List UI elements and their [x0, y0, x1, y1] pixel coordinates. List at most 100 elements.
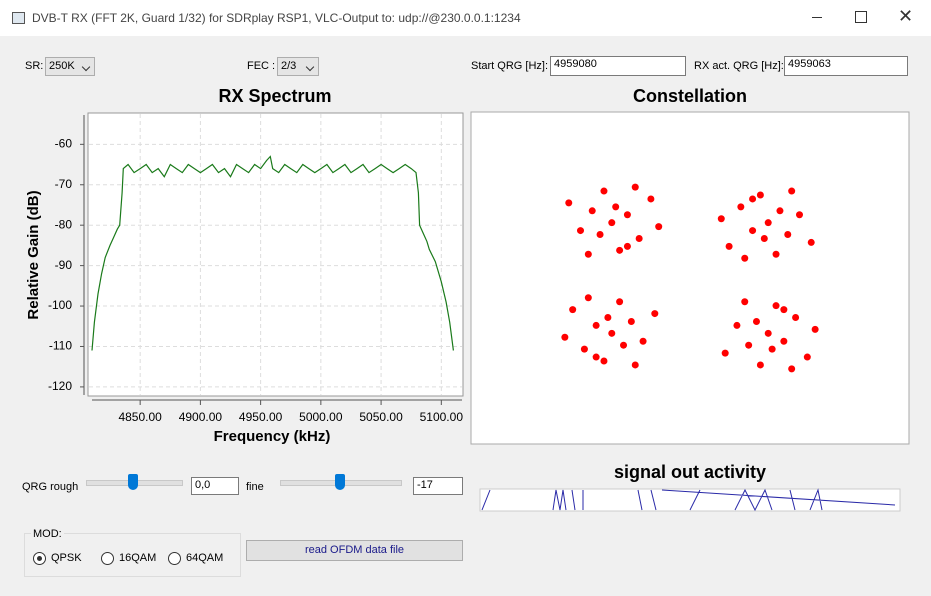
constellation-point — [803, 353, 811, 361]
constellation-point — [631, 361, 639, 369]
mod-radio[interactable] — [168, 552, 181, 565]
x-tick-label: 5100.00 — [420, 410, 464, 424]
mod-option-label: QPSK — [51, 552, 82, 564]
start-qrg-input[interactable]: 4959080 — [550, 56, 686, 76]
constellation-point — [756, 361, 764, 369]
y-tick-label: -70 — [55, 177, 73, 191]
qrg-fine-spinbox[interactable]: -17 — [413, 477, 463, 495]
mod-radio[interactable] — [101, 552, 114, 565]
qrg-rough-label: QRG rough — [22, 481, 79, 493]
constellation-point — [635, 234, 643, 242]
fec-select[interactable]: 2/3 — [277, 57, 319, 76]
mod-radio[interactable] — [33, 552, 46, 565]
constellation-point — [592, 353, 600, 361]
y-axis-label: Relative Gain (dB) — [25, 190, 42, 319]
y-tick-label: -120 — [48, 379, 72, 393]
constellation-point — [811, 325, 819, 333]
constellation-title: Constellation — [633, 86, 747, 106]
y-tick-label: -90 — [55, 258, 73, 272]
constellation-point — [577, 227, 584, 235]
sr-select[interactable]: 250K — [45, 57, 95, 76]
constellation-point — [612, 203, 620, 211]
constellation-point — [647, 195, 655, 203]
x-tick-label: 5000.00 — [299, 410, 343, 424]
constellation-point — [737, 203, 745, 211]
constellation-point — [792, 314, 800, 322]
constellation-point — [620, 341, 628, 349]
activity-title: signal out activity — [614, 462, 766, 482]
constellation-point — [627, 317, 635, 325]
constellation-point — [784, 231, 792, 239]
constellation-point — [756, 191, 764, 199]
constellation-point — [608, 219, 616, 227]
activity-trace — [481, 488, 896, 512]
constellation-point — [760, 234, 768, 242]
mod-option-label: 64QAM — [186, 552, 224, 564]
activity-display — [479, 488, 901, 512]
constellation-point — [796, 211, 803, 219]
constellation-point — [623, 211, 631, 219]
radio-dot — [37, 556, 42, 561]
constellation-point — [600, 187, 608, 195]
sr-label: SR: — [25, 60, 44, 72]
constellation-point — [741, 254, 749, 262]
constellation-point — [780, 337, 788, 345]
mod-option-label: 16QAM — [119, 552, 157, 564]
fec-label: FEC : — [247, 60, 276, 72]
constellation-point — [749, 195, 757, 203]
x-tick-label: 4950.00 — [239, 410, 283, 424]
title-bar: DVB-T RX (FFT 2K, Guard 1/32) for SDRpla… — [0, 0, 931, 36]
spectrum-plot-area — [87, 112, 464, 397]
constellation-point — [596, 231, 604, 239]
constellation-point — [592, 321, 600, 329]
rx-qrg-label: RX act. QRG [Hz]: — [694, 60, 784, 72]
start-qrg-label: Start QRG [Hz]: — [471, 60, 549, 72]
qrg-rough-spinbox[interactable]: 0,0 — [191, 477, 239, 495]
constellation-point — [772, 302, 780, 310]
constellation-point — [725, 242, 733, 250]
constellation-point — [651, 310, 659, 318]
constellation-point — [780, 306, 788, 314]
constellation-point — [721, 349, 729, 357]
constellation-point — [764, 329, 772, 337]
constellation-point — [623, 242, 631, 250]
app-icon — [12, 12, 25, 24]
maximize-button[interactable] — [855, 11, 867, 23]
constellation-point — [616, 246, 624, 254]
constellation-point — [788, 365, 796, 373]
constellation-point — [584, 250, 592, 258]
minimize-button[interactable] — [812, 17, 822, 18]
x-tick-label: 5050.00 — [359, 410, 403, 424]
y-tick-label: -80 — [55, 217, 73, 231]
x-tick-label: 4900.00 — [179, 410, 223, 424]
qrg-fine-label: fine — [246, 481, 264, 493]
fine-slider-thumb[interactable] — [335, 474, 345, 490]
close-button[interactable]: ✕ — [898, 6, 914, 26]
mod-group — [24, 533, 241, 577]
constellation-point — [764, 219, 772, 227]
y-tick-label: -60 — [55, 137, 73, 151]
constellation-point — [616, 298, 624, 306]
constellation-point — [749, 227, 757, 235]
read-file-button[interactable]: read OFDM data file — [246, 540, 463, 561]
spectrum-line — [91, 155, 454, 351]
spectrum-title: RX Spectrum — [218, 86, 331, 106]
constellation-point — [768, 345, 776, 353]
constellation-point — [561, 333, 569, 341]
constellation-point — [752, 317, 760, 325]
window-title: DVB-T RX (FFT 2K, Guard 1/32) for SDRpla… — [32, 11, 521, 25]
rx-qrg-input[interactable]: 4959063 — [784, 56, 908, 76]
constellation-point — [655, 223, 663, 231]
constellation-point — [741, 298, 749, 306]
rough-slider-thumb[interactable] — [128, 474, 138, 490]
constellation-point — [604, 314, 612, 322]
constellation-point — [608, 329, 616, 337]
constellation-point — [569, 306, 577, 314]
constellation-point — [772, 250, 780, 258]
constellation-point — [807, 238, 815, 246]
y-tick-label: -100 — [48, 298, 72, 312]
mod-label: MOD: — [31, 528, 64, 540]
x-axis-label: Frequency (kHz) — [214, 428, 331, 445]
constellation-point — [639, 337, 647, 345]
